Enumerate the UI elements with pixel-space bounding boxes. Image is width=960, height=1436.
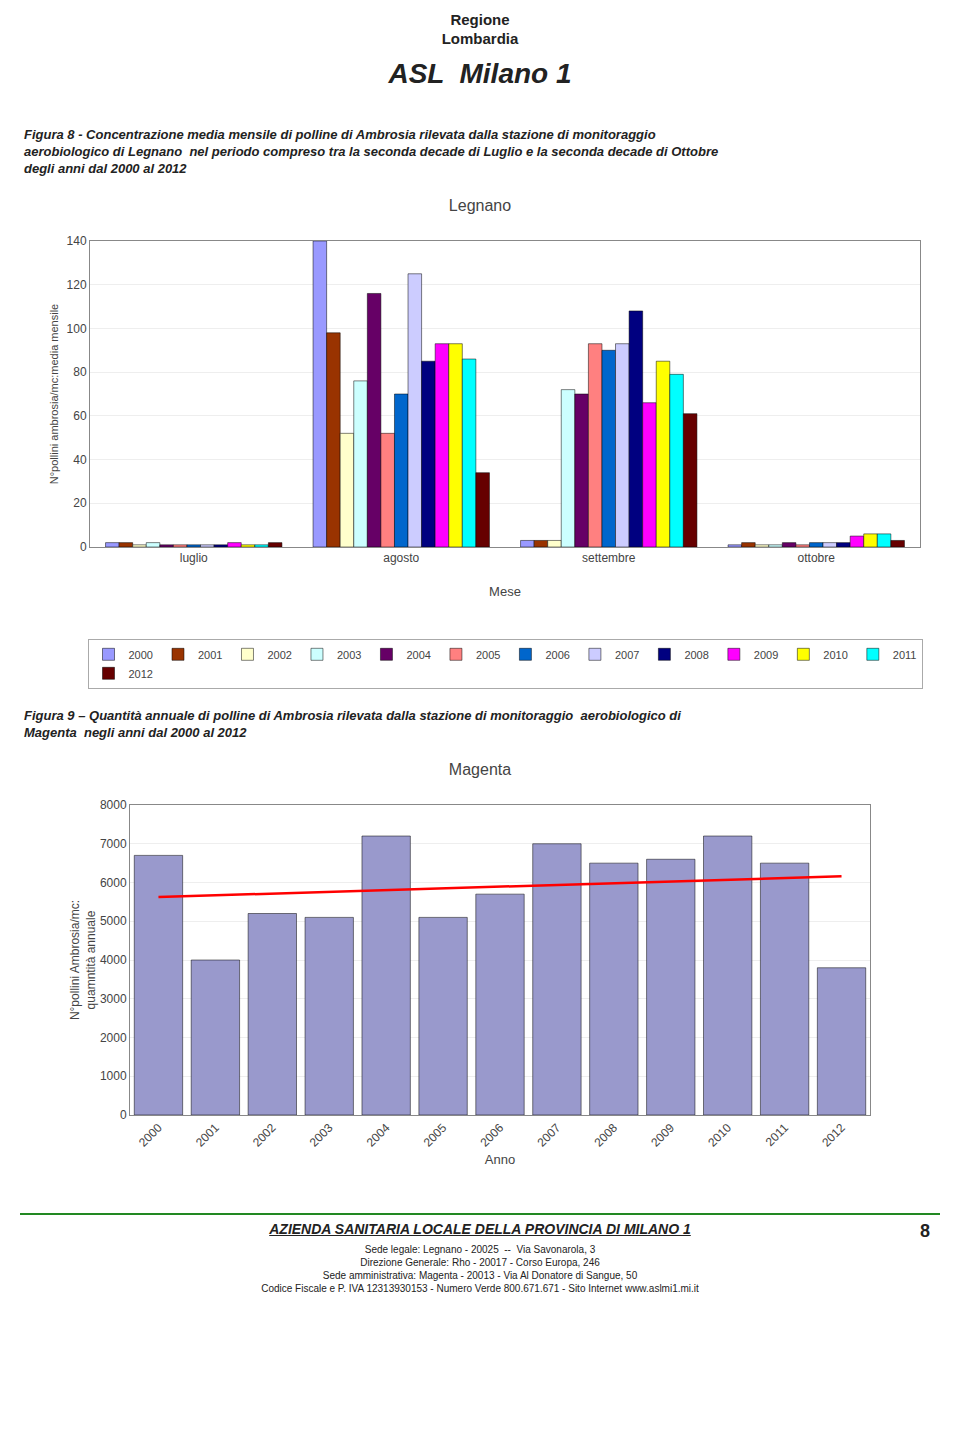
svg-text:Anno: Anno: [485, 1152, 515, 1167]
svg-text:0: 0: [120, 1108, 127, 1122]
svg-text:20: 20: [73, 496, 87, 510]
svg-text:2002: 2002: [267, 649, 291, 661]
svg-text:2009: 2009: [754, 649, 778, 661]
svg-text:2011: 2011: [763, 1121, 791, 1149]
svg-text:0: 0: [80, 540, 87, 554]
svg-text:2004: 2004: [364, 1121, 393, 1150]
svg-text:2003: 2003: [337, 649, 361, 661]
html-text:Regione: Regione: [450, 11, 510, 28]
svg-text:80: 80: [73, 365, 87, 379]
svg-text:5000: 5000: [100, 914, 127, 928]
html-text:8: 8: [920, 1221, 930, 1241]
svg-text:settembre: settembre: [582, 551, 636, 565]
svg-text:2001: 2001: [193, 1121, 222, 1150]
svg-text:3000: 3000: [100, 992, 127, 1006]
svg-text:2010: 2010: [705, 1121, 734, 1150]
svg-text:Legnano: Legnano: [449, 197, 511, 214]
svg-text:2006: 2006: [478, 1121, 507, 1150]
svg-text:120: 120: [67, 278, 87, 292]
svg-text:Magenta: Magenta: [449, 761, 511, 778]
svg-text:agosto: agosto: [383, 551, 419, 565]
svg-text:N°pollini Ambrosia/mc:quamntit: N°pollini Ambrosia/mc:quamntità annuale: [68, 900, 98, 1020]
svg-text:luglio: luglio: [180, 551, 208, 565]
svg-text:100: 100: [67, 322, 87, 336]
svg-text:2006: 2006: [545, 649, 569, 661]
svg-text:2005: 2005: [476, 649, 500, 661]
svg-text:ottobre: ottobre: [798, 551, 836, 565]
svg-text:N°pollini ambrosia/mc:media me: N°pollini ambrosia/mc:media mensile: [48, 304, 60, 484]
svg-text:60: 60: [73, 409, 87, 423]
svg-text:40: 40: [73, 453, 87, 467]
svg-text:4000: 4000: [100, 953, 127, 967]
html-text:Figura 8 - Concentrazione medi: Figura 8 - Concentrazione media mensile …: [24, 127, 719, 176]
svg-text:6000: 6000: [100, 876, 127, 890]
svg-text:1000: 1000: [100, 1069, 127, 1083]
html-text:AZIENDA SANITARIA LOCALE DELLA: AZIENDA SANITARIA LOCALE DELLA PROVINCIA…: [269, 1221, 691, 1237]
svg-text:7000: 7000: [100, 837, 127, 851]
svg-text:2012: 2012: [819, 1121, 848, 1150]
svg-text:2002: 2002: [250, 1121, 279, 1150]
svg-text:2004: 2004: [406, 649, 430, 661]
html-text:ASL Milano 1: ASL Milano 1: [388, 58, 572, 89]
svg-text:2000: 2000: [100, 1031, 127, 1045]
svg-text:2012: 2012: [129, 668, 153, 680]
svg-text:2008: 2008: [684, 649, 708, 661]
svg-text:2000: 2000: [129, 649, 153, 661]
svg-text:8000: 8000: [100, 798, 127, 812]
svg-text:2001: 2001: [198, 649, 222, 661]
html-text:Sede legale: Legnano - 20025 -: Sede legale: Legnano - 20025 -- Via Savo…: [261, 1244, 699, 1294]
svg-text:Mese: Mese: [489, 584, 521, 599]
svg-text:2011: 2011: [893, 649, 917, 661]
svg-text:2008: 2008: [591, 1121, 620, 1150]
svg-text:2000: 2000: [136, 1121, 165, 1150]
svg-text:2007: 2007: [615, 649, 639, 661]
svg-text:140: 140: [67, 234, 87, 248]
svg-text:2007: 2007: [535, 1121, 564, 1150]
svg-text:2010: 2010: [823, 649, 847, 661]
svg-text:2003: 2003: [307, 1121, 336, 1150]
html-text:Lombardia: Lombardia: [441, 30, 519, 47]
html-text:Figura 9 – Quantità annuale di: Figura 9 – Quantità annuale di polline d…: [24, 708, 681, 740]
svg-text:2005: 2005: [421, 1121, 450, 1150]
svg-text:2009: 2009: [648, 1121, 677, 1150]
